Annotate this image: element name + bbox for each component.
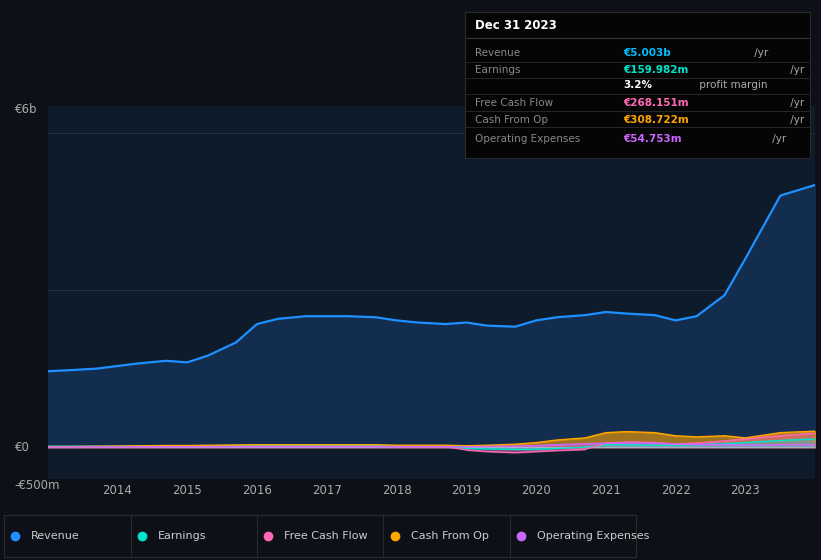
Text: €5.003b: €5.003b	[624, 48, 672, 58]
Text: profit margin: profit margin	[696, 80, 768, 90]
Text: /yr: /yr	[769, 134, 787, 144]
Text: €159.982m: €159.982m	[624, 66, 689, 76]
Text: Earnings: Earnings	[475, 66, 521, 76]
Text: €0: €0	[15, 441, 30, 454]
Text: Earnings: Earnings	[158, 531, 206, 541]
Text: /yr: /yr	[787, 97, 805, 108]
Text: Cash From Op: Cash From Op	[410, 531, 488, 541]
Text: Revenue: Revenue	[31, 531, 80, 541]
Text: €268.151m: €268.151m	[624, 97, 690, 108]
Text: Free Cash Flow: Free Cash Flow	[475, 97, 553, 108]
Text: /yr: /yr	[787, 66, 805, 76]
Text: -€500m: -€500m	[15, 479, 60, 492]
Text: Free Cash Flow: Free Cash Flow	[284, 531, 368, 541]
Text: /yr: /yr	[787, 115, 805, 125]
Text: Dec 31 2023: Dec 31 2023	[475, 18, 557, 31]
Text: Revenue: Revenue	[475, 48, 521, 58]
Text: /yr: /yr	[751, 48, 768, 58]
Text: €308.722m: €308.722m	[624, 115, 690, 125]
Text: Operating Expenses: Operating Expenses	[537, 531, 649, 541]
Text: Operating Expenses: Operating Expenses	[475, 134, 580, 144]
Text: Cash From Op: Cash From Op	[475, 115, 548, 125]
Text: €6b: €6b	[15, 103, 37, 116]
Text: €54.753m: €54.753m	[624, 134, 682, 144]
Text: 3.2%: 3.2%	[624, 80, 653, 90]
